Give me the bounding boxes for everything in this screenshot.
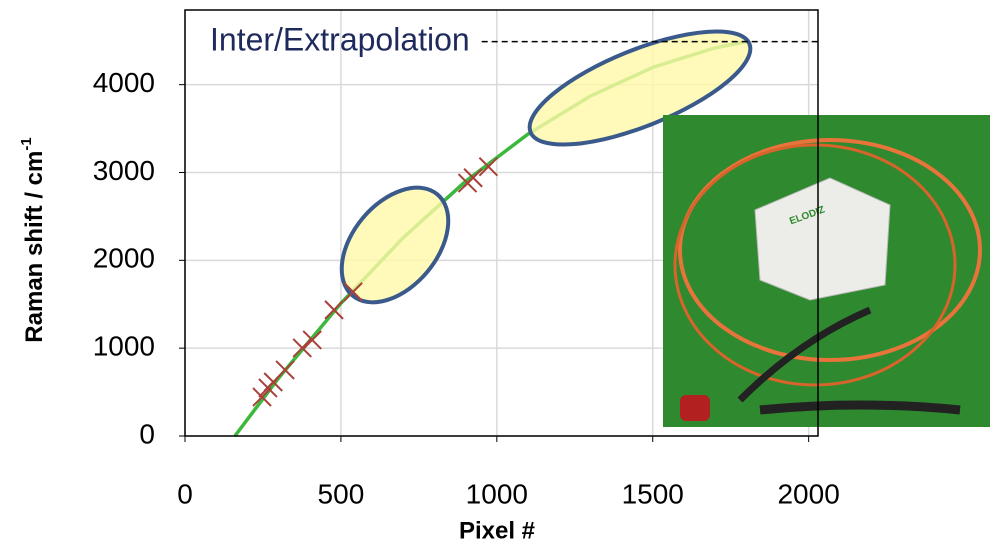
cross-marker [276, 361, 294, 379]
photo: ELODIZ [663, 115, 990, 427]
y-tick-label: 4000 [93, 67, 155, 98]
y-tick-label: 3000 [93, 155, 155, 186]
cross-marker [253, 388, 271, 406]
x-tick-label: 1500 [622, 478, 684, 509]
y-axis-label-text: Raman shift / cm [21, 151, 48, 343]
connector [680, 395, 710, 421]
y-tick-label: 0 [139, 418, 155, 449]
x-tick-label: 1000 [466, 478, 528, 509]
cable [760, 405, 960, 410]
cross-marker [303, 331, 321, 349]
x-axis-label: Pixel # [459, 517, 535, 544]
annotation: Inter/Extrapolation [210, 21, 470, 57]
y-tick-label: 1000 [93, 331, 155, 362]
x-tick-label: 2000 [777, 478, 839, 509]
y-axis-label-sup: -1 [18, 137, 35, 150]
chart: Inter/Extrapolation ELODIZ Pixel # Raman… [0, 0, 991, 548]
cross-marker [464, 169, 482, 187]
y-axis-label: Raman shift / cm-1 [18, 137, 48, 342]
x-tick-label: 0 [177, 478, 193, 509]
y-tick-label: 2000 [93, 243, 155, 274]
x-tick-label: 500 [318, 478, 365, 509]
